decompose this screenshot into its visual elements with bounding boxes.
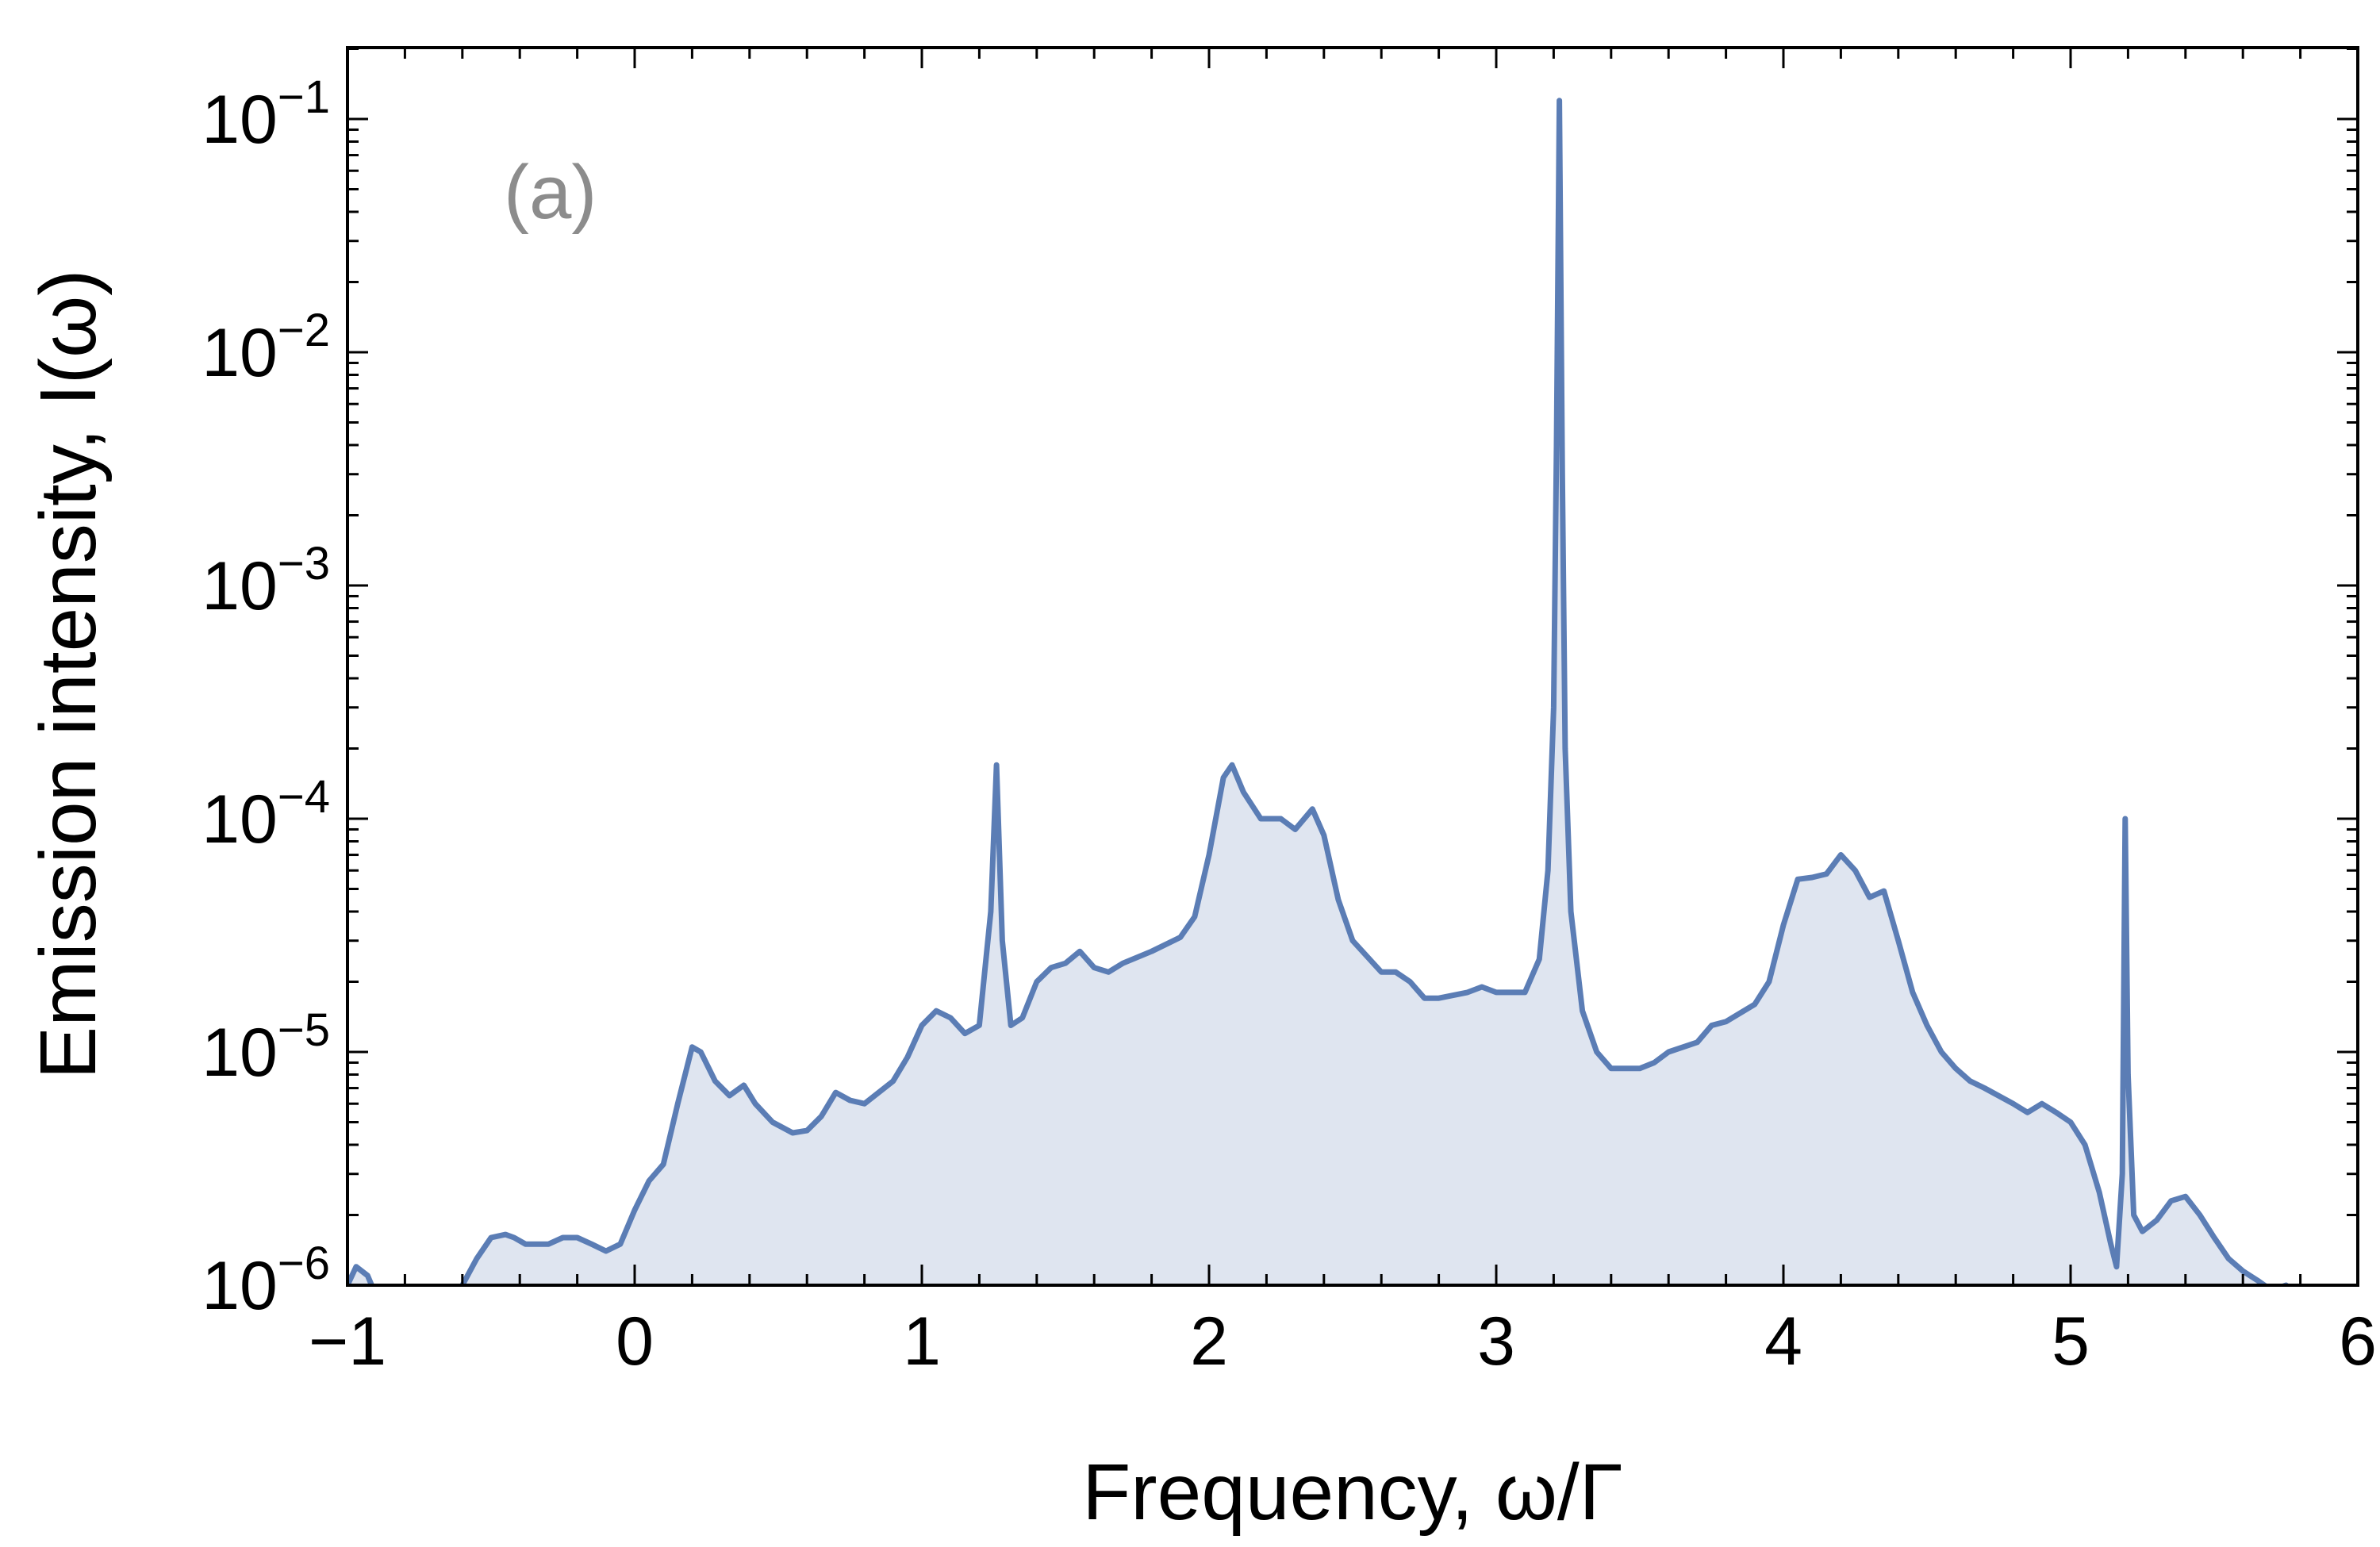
emission-area-fill <box>347 100 2286 1285</box>
y-tick-exponent: −3 <box>278 538 330 589</box>
plot-area <box>347 98 2291 1285</box>
x-tick-label: 2 <box>1190 1303 1228 1380</box>
y-tick-exponent: −6 <box>278 1238 330 1289</box>
emission-spectrum-line <box>347 98 2291 1285</box>
y-tick-exponent: −4 <box>278 771 330 823</box>
y-tick-base: 10 <box>202 1248 278 1324</box>
y-tick-base: 10 <box>202 548 278 624</box>
y-tick-exponent: −5 <box>278 1004 330 1056</box>
y-tick-label: 10−5 <box>202 1004 330 1091</box>
x-tick-label: 5 <box>2052 1303 2090 1380</box>
x-axis-label: Frequency, ω/Γ <box>1082 1448 1623 1537</box>
x-tick-label: 3 <box>1477 1303 1515 1380</box>
y-tick-label: 10−3 <box>202 538 330 624</box>
x-axis-ticks: −1 0 1 2 3 4 5 6 <box>309 48 2377 1380</box>
x-tick-label: 4 <box>1764 1303 1802 1380</box>
y-tick-base: 10 <box>202 1015 278 1091</box>
x-tick-label: 6 <box>2339 1303 2377 1380</box>
y-tick-label: 10−6 <box>202 1238 330 1324</box>
x-tick-label: 1 <box>903 1303 941 1380</box>
plot-frame <box>346 46 2359 1287</box>
y-tick-base: 10 <box>202 781 278 858</box>
y-tick-label: 10−1 <box>202 71 330 158</box>
y-tick-exponent: −2 <box>278 305 330 356</box>
x-tick-label: 0 <box>616 1303 654 1380</box>
y-tick-base: 10 <box>202 315 278 391</box>
y-axis-ticks: 10−610−510−410−310−210−1 <box>202 47 2358 1324</box>
y-axis-label: Emission intensity, I(ω) <box>24 270 113 1080</box>
x-tick-label: −1 <box>309 1303 386 1380</box>
y-tick-exponent: −1 <box>278 71 330 123</box>
y-tick-label: 10−4 <box>202 771 330 858</box>
y-tick-base: 10 <box>202 82 278 158</box>
panel-label: (a) <box>504 150 597 235</box>
y-tick-label: 10−2 <box>202 305 330 391</box>
